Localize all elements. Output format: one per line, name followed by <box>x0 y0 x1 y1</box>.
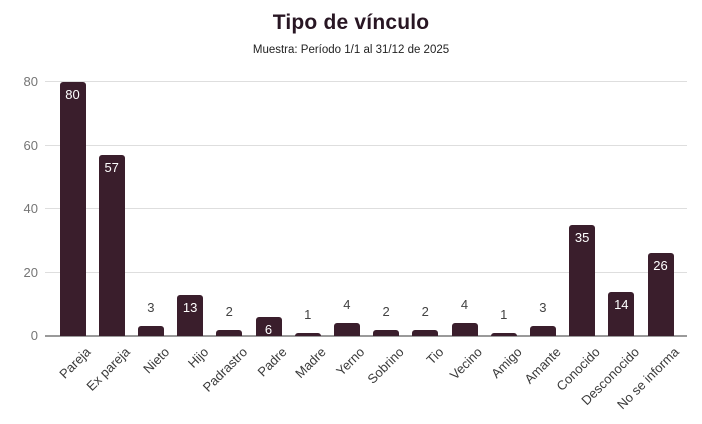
x-category-label: Padre <box>254 344 290 380</box>
gridline <box>45 208 687 209</box>
x-category-label: Tio <box>423 344 447 368</box>
bar <box>529 326 556 336</box>
x-category-label: Hijo <box>184 344 212 371</box>
bar-value-label: 13 <box>182 299 198 315</box>
x-category-label: Madre <box>291 344 329 381</box>
bar <box>294 332 321 336</box>
gridline <box>45 271 687 273</box>
bar-value-label: 4 <box>343 297 351 313</box>
bar-value-label: 1 <box>304 306 312 322</box>
bar-value-label: 80 <box>65 87 80 102</box>
gridline <box>45 81 687 82</box>
bar <box>255 316 282 336</box>
bar <box>59 82 86 336</box>
bar <box>137 326 164 336</box>
x-category-label: Yerno <box>333 344 368 379</box>
bar <box>451 323 478 336</box>
bar <box>373 329 400 336</box>
bar-value-label: 2 <box>382 303 390 319</box>
bar-value-label: 14 <box>614 296 629 312</box>
y-tick-label: 0 <box>30 328 38 343</box>
plot-area: 80 57 3 13 2 6 1 4 2 2 4 1 3 35 14 26 <box>45 81 687 337</box>
bar <box>608 291 635 336</box>
bar-value-label: 1 <box>500 306 508 322</box>
bar-value-label: 3 <box>539 300 547 316</box>
bar-value-label: 26 <box>653 258 668 274</box>
chart-subtitle: Muestra: Período 1/1 al 31/12 de 2025 <box>252 44 450 56</box>
bar <box>333 323 360 336</box>
bar <box>177 294 204 336</box>
x-category-label: Sobrino <box>364 344 408 387</box>
bar-value-label: 57 <box>104 160 119 176</box>
gridline <box>45 144 687 146</box>
bar <box>647 253 674 336</box>
x-category-label: Amigo <box>487 344 525 381</box>
bar <box>98 155 125 336</box>
x-category-label: Pareja <box>56 344 94 382</box>
chart-title: Tipo de vínculo <box>272 11 430 34</box>
y-tick-label: 40 <box>23 201 38 216</box>
bar-value-label: 2 <box>225 303 233 319</box>
y-tick-label: 80 <box>23 74 38 89</box>
bar-value-label: 6 <box>264 321 273 337</box>
bar <box>216 329 243 336</box>
x-axis-baseline <box>45 335 687 337</box>
bar <box>569 224 596 336</box>
bar-value-label: 4 <box>460 297 469 313</box>
x-category-label: Nieto <box>139 344 172 377</box>
x-category-label: Vecino <box>447 344 486 383</box>
y-tick-label: 60 <box>23 137 38 153</box>
y-tick-label: 20 <box>23 264 38 280</box>
bar <box>490 332 517 336</box>
bar-value-label: 3 <box>147 300 155 316</box>
bar-value-label: 2 <box>421 303 429 319</box>
bar-value-label: 35 <box>574 229 590 245</box>
bar <box>412 329 439 336</box>
